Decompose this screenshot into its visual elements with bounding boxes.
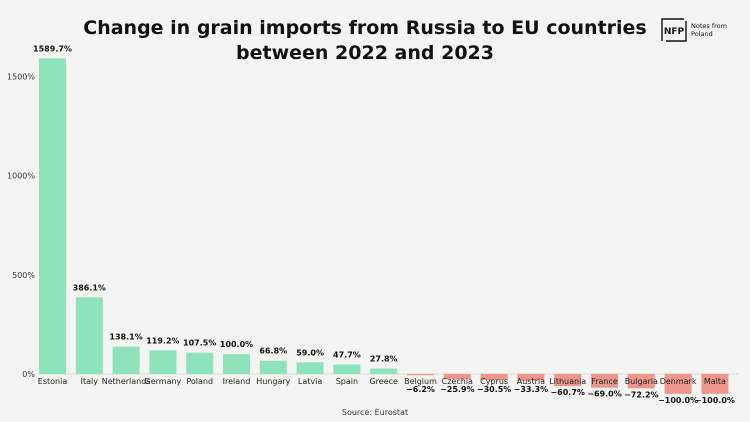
bar-germany bbox=[149, 350, 177, 374]
y-tick-label: 0% bbox=[22, 370, 35, 379]
data-label-latvia: 59.0% bbox=[296, 348, 324, 357]
data-label-poland: 107.5% bbox=[183, 339, 216, 348]
y-tick-label: 1000% bbox=[7, 172, 35, 181]
category-label-ireland: Ireland bbox=[223, 377, 251, 386]
nfp-logo-letters: NFP bbox=[664, 27, 685, 37]
bar-spain bbox=[333, 364, 361, 374]
data-label-italy: 386.1% bbox=[73, 283, 106, 292]
data-label-denmark: −100.0% bbox=[658, 396, 698, 405]
bar-belgium bbox=[407, 374, 434, 376]
data-label-netherlands: 138.1% bbox=[109, 333, 142, 342]
data-label-greece: 27.8% bbox=[370, 354, 398, 363]
bar-france bbox=[591, 374, 618, 388]
y-tick-label: 500% bbox=[12, 271, 35, 280]
category-label-lithuania: Lithuania bbox=[549, 377, 586, 386]
bar-hungary bbox=[259, 360, 287, 374]
bar-denmark bbox=[664, 374, 692, 394]
chart-title: Change in grain imports from Russia to E… bbox=[60, 16, 670, 66]
data-label-estonia: 1589.7% bbox=[33, 44, 72, 53]
category-label-spain: Spain bbox=[336, 377, 358, 386]
bar-lithuania bbox=[554, 374, 582, 387]
chart-title-line-1: Change in grain imports from Russia to E… bbox=[83, 17, 647, 39]
data-label-lithuania: −60.7% bbox=[550, 388, 584, 397]
data-label-cyprus: −30.5% bbox=[477, 385, 511, 394]
category-label-cyprus: Cyprus bbox=[480, 377, 508, 386]
bar-austria bbox=[517, 374, 545, 381]
data-label-austria: −33.3% bbox=[514, 385, 548, 394]
category-label-malta: Malta bbox=[704, 377, 726, 386]
category-label-greece: Greece bbox=[369, 377, 398, 386]
data-label-czechia: −25.9% bbox=[440, 385, 474, 394]
bar-ireland bbox=[223, 354, 250, 374]
data-label-germany: 119.2% bbox=[146, 336, 179, 345]
notes-from-poland-logo: NFP Notes from Poland bbox=[660, 17, 740, 45]
logo-text: Notes from Poland bbox=[691, 22, 727, 38]
category-label-austria: Austria bbox=[517, 377, 545, 386]
bar-estonia bbox=[39, 58, 66, 374]
category-label-netherlands: Netherlands bbox=[102, 377, 151, 386]
data-label-bulgaria: −72.2% bbox=[624, 390, 658, 399]
data-label-malta: −100.0% bbox=[695, 396, 735, 405]
category-label-belgium: Belgium bbox=[404, 377, 437, 386]
logo-text-line-2: Poland bbox=[691, 30, 713, 38]
source-note: Source: Eurostat bbox=[341, 408, 409, 417]
bar-netherlands bbox=[112, 346, 140, 374]
category-label-czechia: Czechia bbox=[442, 377, 473, 386]
category-label-bulgaria: Bulgaria bbox=[625, 377, 658, 386]
bar-italy bbox=[75, 297, 103, 374]
bar-poland bbox=[186, 352, 214, 374]
chart-title-line-2: between 2022 and 2023 bbox=[236, 42, 494, 64]
data-label-belgium: −6.2% bbox=[406, 385, 435, 394]
category-label-france: France bbox=[591, 377, 618, 386]
data-label-france: −69.0% bbox=[587, 390, 621, 399]
bars bbox=[39, 58, 729, 394]
data-label-hungary: 66.8% bbox=[259, 347, 287, 356]
bar-cyprus bbox=[480, 374, 508, 381]
y-tick-label: 1500% bbox=[7, 72, 35, 81]
category-label-latvia: Latvia bbox=[298, 377, 322, 386]
category-label-denmark: Denmark bbox=[660, 377, 697, 386]
bar-malta bbox=[701, 374, 729, 394]
bar-czechia bbox=[443, 374, 471, 380]
category-label-estonia: Estonia bbox=[38, 377, 68, 386]
data-label-spain: 47.7% bbox=[333, 351, 361, 360]
nfp-logo-icon: NFP bbox=[661, 18, 687, 42]
category-label-italy: Italy bbox=[81, 377, 99, 386]
bar-bulgaria bbox=[627, 374, 655, 389]
category-label-poland: Poland bbox=[186, 377, 213, 386]
bar-latvia bbox=[296, 362, 324, 374]
category-label-hungary: Hungary bbox=[256, 377, 290, 386]
data-labels: 1589.7% 386.1% 138.1% 119.2% 107.5% 100.0% 66.… bbox=[33, 44, 735, 404]
data-label-ireland: 100.0% bbox=[220, 340, 253, 349]
category-label-germany: Germany bbox=[145, 377, 182, 386]
logo-text-line-1: Notes from bbox=[691, 22, 727, 30]
bar-greece bbox=[370, 368, 398, 374]
